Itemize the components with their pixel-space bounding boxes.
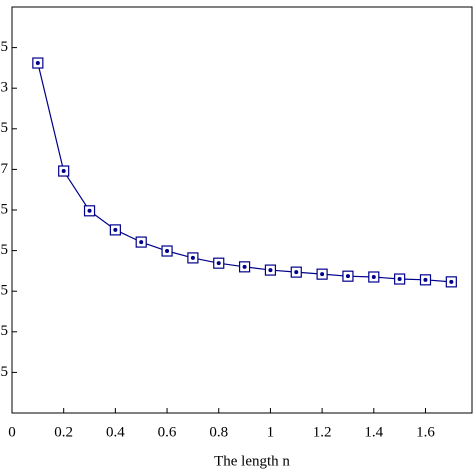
point-dot [216, 261, 221, 266]
y-tick-label: 5 [1, 120, 9, 136]
point-dot [35, 61, 40, 66]
y-tick-label: 5 [1, 39, 9, 55]
point-dot [139, 240, 144, 245]
plot-frame [11, 6, 473, 414]
y-tick-label: 7 [1, 161, 9, 177]
x-tick-label: 0.2 [54, 424, 73, 440]
point-dot [113, 227, 118, 232]
point-dot [423, 277, 428, 282]
point-dot [190, 255, 195, 260]
x-tick-label: 1.4 [364, 424, 383, 440]
point-dot [242, 264, 247, 269]
x-tick-label: 1.2 [313, 424, 332, 440]
point-dot [294, 270, 299, 275]
y-tick-label: 5 [1, 283, 9, 299]
series-line [37, 62, 452, 283]
x-tick-label: 1 [267, 424, 275, 440]
x-tick-label: 1.6 [416, 424, 435, 440]
point-dot [397, 277, 402, 282]
point-dot [165, 249, 170, 254]
point-dot [61, 169, 66, 174]
point-dot [87, 208, 92, 213]
y-tick-label: 5 [1, 242, 9, 258]
y-tick-label: 5 [1, 364, 9, 380]
y-tick-label: 3 [1, 80, 9, 96]
point-dot [320, 272, 325, 277]
x-tick-label: 0.8 [209, 424, 228, 440]
point-dot [449, 279, 454, 284]
x-tick-label: 0.4 [106, 424, 125, 440]
x-tick-label: 0.6 [158, 424, 177, 440]
x-tick-label: 0 [8, 424, 16, 440]
point-dot [268, 268, 273, 273]
y-tick-label: 5 [1, 201, 9, 217]
y-tick-label: 5 [1, 323, 9, 339]
point-dot [371, 274, 376, 279]
x-axis-label: The length n [214, 453, 290, 469]
point-dot [345, 274, 350, 279]
